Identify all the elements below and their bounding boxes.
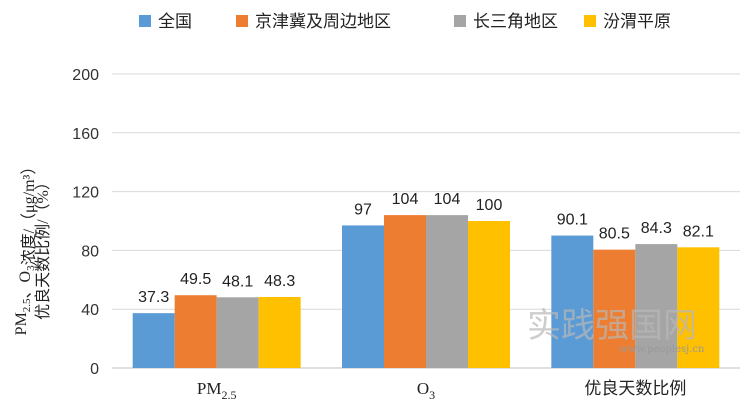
bar bbox=[258, 296, 301, 368]
y-axis-title-line1: PM2.5、O3浓度/（μg/m³） bbox=[13, 159, 38, 336]
data-label: 80.5 bbox=[599, 226, 630, 243]
bar bbox=[677, 247, 720, 368]
bar bbox=[551, 235, 594, 368]
watermark-text: 实践强国网 bbox=[527, 306, 697, 346]
legend-label: 全国 bbox=[158, 12, 192, 32]
legend-label: 京津冀及周边地区 bbox=[255, 12, 391, 32]
bar bbox=[426, 215, 468, 368]
legend: 全国 京津冀及周边地区 长三角地区 汾渭平原 bbox=[139, 12, 671, 32]
watermark-url: www.peoplesj.cn bbox=[620, 344, 706, 355]
y-tick-label: 80 bbox=[81, 243, 99, 260]
data-label: 104 bbox=[434, 191, 461, 208]
legend-swatch bbox=[584, 15, 596, 27]
data-label: 84.3 bbox=[641, 220, 672, 237]
data-label: 48.1 bbox=[222, 273, 253, 290]
y-axis-title-line2: 优良天数比例/（%） bbox=[34, 174, 52, 320]
data-label: 37.3 bbox=[138, 289, 169, 306]
bars bbox=[132, 215, 720, 368]
legend-label: 长三角地区 bbox=[473, 12, 558, 32]
data-label: 82.1 bbox=[683, 223, 714, 240]
data-label: 90.1 bbox=[557, 212, 588, 229]
y-tick-label: 120 bbox=[72, 185, 99, 202]
bar bbox=[384, 215, 426, 368]
data-label: 48.3 bbox=[264, 273, 295, 290]
x-category-label: O3 bbox=[417, 379, 435, 402]
bar bbox=[635, 244, 678, 368]
data-label: 100 bbox=[476, 197, 503, 214]
y-axis-ticks: 0 40 80 120 160 200 bbox=[72, 67, 99, 378]
data-label: 97 bbox=[354, 201, 372, 218]
bar bbox=[174, 295, 217, 368]
legend-label: 汾渭平原 bbox=[603, 12, 671, 32]
y-tick-label: 160 bbox=[72, 126, 99, 143]
watermark: 实践强国网 www.peoplesj.cn bbox=[527, 306, 705, 355]
data-labels: 37.3 97 90.1 49.5 104 80.5 48.1 104 84.3 48.3 100 8… bbox=[138, 191, 714, 306]
data-label: 49.5 bbox=[180, 271, 211, 288]
y-tick-label: 40 bbox=[81, 302, 99, 319]
y-axis-title: PM2.5、O3浓度/（μg/m³）优良天数比例/（%） bbox=[13, 159, 52, 336]
bar bbox=[132, 313, 175, 368]
x-category-label: PM2.5 bbox=[197, 379, 237, 402]
x-axis-categories: PM2.5 O3 优良天数比例 bbox=[197, 379, 686, 402]
legend-swatch bbox=[454, 15, 466, 27]
bar bbox=[593, 249, 636, 368]
data-label: 104 bbox=[392, 191, 419, 208]
bar bbox=[468, 221, 510, 368]
bar bbox=[342, 225, 384, 368]
legend-swatch bbox=[139, 15, 151, 27]
y-tick-label: 0 bbox=[90, 361, 99, 378]
legend-swatch bbox=[236, 15, 248, 27]
bar bbox=[216, 297, 259, 368]
y-tick-label: 200 bbox=[72, 67, 99, 84]
x-category-label: 优良天数比例 bbox=[584, 379, 686, 398]
